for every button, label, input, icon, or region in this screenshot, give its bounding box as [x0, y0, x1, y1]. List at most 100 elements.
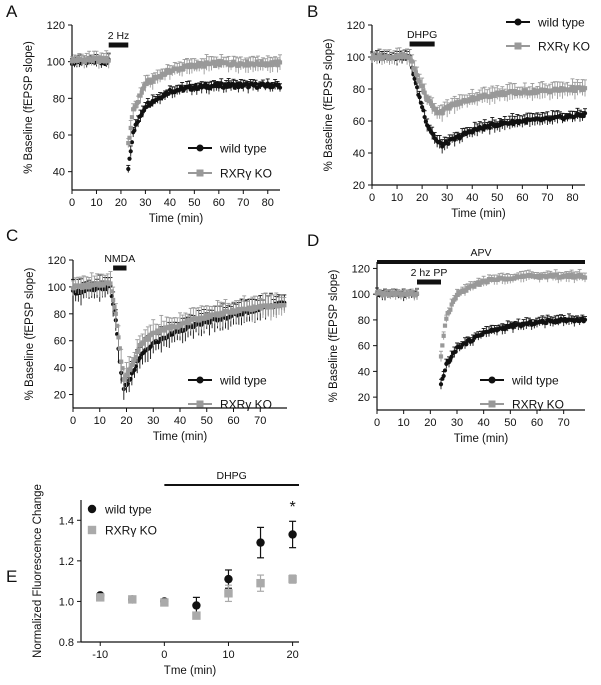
data-point — [449, 302, 454, 307]
y-tick-label: 60 — [54, 336, 66, 348]
x-tick-label: 20 — [120, 415, 132, 427]
data-point — [440, 111, 445, 116]
y-tick-label: 80 — [54, 309, 66, 321]
legend: wild type RXRγ KO — [87, 503, 157, 538]
data-point — [128, 595, 137, 604]
y-axis-label: Normalized Fluorescence Change — [32, 484, 44, 658]
series-1 — [70, 271, 287, 391]
x-tick-label: 30 — [451, 417, 463, 429]
x-tick-label: 50 — [504, 417, 516, 429]
data-point — [458, 101, 464, 106]
data-point — [82, 59, 87, 65]
data-point — [582, 317, 588, 322]
data-point — [582, 111, 588, 116]
data-point — [259, 306, 264, 311]
data-point — [145, 337, 150, 342]
x-tick-label: 80 — [262, 197, 274, 209]
data-point — [78, 283, 84, 288]
data-point — [376, 55, 381, 61]
stimulation-bar-label: NMDA — [104, 253, 135, 265]
panel-letter: D — [307, 231, 319, 250]
data-point — [476, 280, 481, 285]
legend-marker — [514, 18, 522, 26]
data-point — [197, 64, 202, 69]
data-point — [217, 63, 223, 68]
data-point — [531, 87, 536, 93]
data-point — [80, 285, 85, 290]
data-point — [99, 55, 104, 60]
data-point — [452, 103, 457, 108]
data-point — [119, 359, 124, 364]
data-point — [520, 90, 525, 95]
data-point — [417, 95, 422, 100]
data-point — [288, 574, 297, 584]
data-point — [72, 286, 77, 291]
data-point — [532, 91, 537, 96]
y-tick-label: 0.8 — [59, 637, 74, 649]
legend-label: wild type — [511, 374, 559, 388]
x-tick-label: 0 — [161, 649, 167, 661]
y-tick-label: 100 — [352, 289, 370, 301]
treatment-bar-label: DHPG — [217, 470, 247, 482]
data-point — [96, 593, 105, 602]
data-point — [442, 323, 448, 328]
stimulation-bar-label: 2 hz PP — [411, 267, 448, 279]
data-point — [96, 59, 102, 65]
data-point — [256, 538, 265, 547]
data-point — [569, 87, 574, 92]
series-1 — [69, 50, 283, 148]
data-point — [369, 56, 375, 61]
data-point — [128, 366, 133, 371]
data-point — [213, 63, 218, 69]
data-point — [80, 57, 86, 62]
data-point — [135, 119, 141, 124]
legend-marker — [196, 169, 204, 177]
data-point — [475, 97, 480, 102]
data-point — [446, 310, 452, 315]
data-point — [464, 288, 469, 293]
x-axis-label: Time (min) — [149, 213, 204, 225]
data-point — [208, 314, 213, 319]
data-point — [195, 61, 201, 66]
x-tick-label: 70 — [541, 192, 553, 204]
legend-marker — [488, 400, 496, 408]
data-point — [488, 94, 494, 99]
data-point — [219, 81, 224, 86]
legend-marker — [87, 525, 97, 535]
data-point — [205, 315, 211, 320]
data-point — [150, 79, 155, 84]
data-point — [530, 90, 535, 95]
data-point — [449, 354, 454, 359]
data-point — [135, 349, 140, 355]
data-point — [132, 357, 137, 362]
x-tick-label: 70 — [558, 417, 570, 429]
y-axis-label: % Baseline (fEPSP slope) — [24, 267, 36, 400]
data-point — [121, 377, 126, 382]
panel-E: E -10 0 10 20 0.8 1.0 1.2 1.4 Tme (min) Normalized… — [6, 470, 299, 677]
x-tick-label: 10 — [391, 192, 403, 204]
y-axis-label: % Baseline (fEPSP slope) — [323, 38, 335, 171]
data-point — [477, 282, 482, 287]
y-tick-label: 1.2 — [59, 556, 74, 568]
x-tick-label: 20 — [115, 197, 127, 209]
data-point — [441, 373, 446, 379]
data-point — [129, 140, 135, 145]
data-point — [74, 58, 79, 63]
x-tick-label: 10 — [90, 197, 102, 209]
x-tick-label: 50 — [491, 192, 503, 204]
data-point — [422, 90, 427, 95]
legend-label: RXRγ KO — [512, 398, 564, 412]
data-point — [132, 106, 137, 111]
data-point — [269, 60, 274, 65]
data-point — [179, 323, 184, 328]
stimulation-bar-label: DHPG — [407, 29, 437, 41]
data-point — [129, 362, 134, 368]
x-tick-label: 20 — [416, 192, 428, 204]
y-tick-label: 100 — [47, 57, 65, 69]
data-point — [120, 366, 125, 371]
data-point — [274, 59, 279, 64]
data-point — [201, 316, 207, 321]
data-point — [259, 59, 264, 64]
y-tick-label: 40 — [53, 167, 65, 179]
data-point — [112, 304, 117, 310]
